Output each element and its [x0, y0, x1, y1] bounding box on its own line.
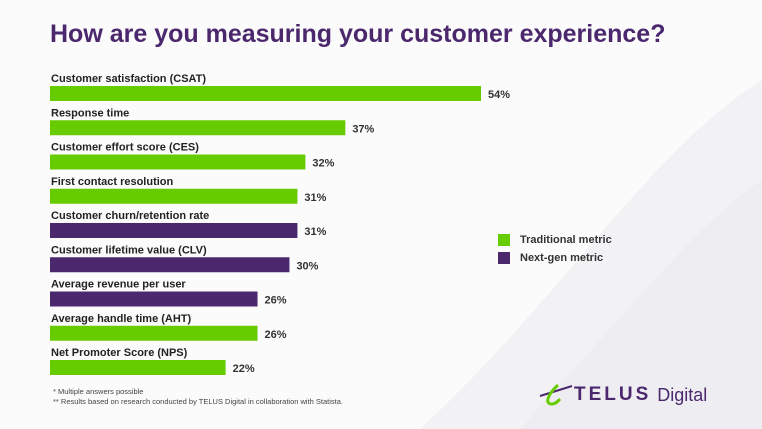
- bar: [50, 257, 290, 273]
- legend: Traditional metric Next-gen metric: [498, 231, 612, 267]
- footnote: * Multiple answers possible: [53, 387, 144, 396]
- telus-digital-logo: TELUS Digital: [538, 382, 707, 408]
- bar: [50, 120, 346, 136]
- legend-swatch: [498, 234, 510, 246]
- legend-item-nextgen: Next-gen metric: [498, 249, 612, 267]
- bar: [50, 325, 258, 341]
- value-label: 54%: [488, 89, 510, 101]
- logo-brand: TELUS: [574, 384, 652, 405]
- category-label: Customer satisfaction (CSAT): [51, 73, 206, 85]
- value-label: 30%: [296, 260, 318, 272]
- category-label: Average handle time (AHT): [51, 313, 192, 325]
- category-label: Net Promoter Score (NPS): [51, 347, 188, 359]
- legend-swatch: [498, 252, 510, 264]
- bar: [50, 223, 298, 238]
- bar: [50, 188, 298, 204]
- page-title: How are you measuring your customer expe…: [50, 20, 666, 48]
- category-label: First contact resolution: [51, 176, 174, 188]
- footnote: ** Results based on research conducted b…: [53, 397, 344, 406]
- value-label: 31%: [304, 226, 326, 238]
- category-label: Customer lifetime value (CLV): [51, 244, 207, 256]
- bar: [50, 86, 481, 101]
- value-label: 22%: [233, 363, 255, 375]
- logo-suffix: Digital: [657, 384, 708, 405]
- bar: [50, 154, 306, 170]
- footnotes: * Multiple answers possible ** Results b…: [53, 387, 343, 407]
- legend-label: Next-gen metric: [520, 252, 604, 264]
- value-label: 26%: [265, 329, 287, 341]
- telus-logo-icon: [539, 383, 573, 406]
- category-label: Response time: [51, 107, 129, 119]
- category-label: Average revenue per user: [51, 279, 186, 291]
- value-label: 26%: [265, 295, 287, 307]
- bar: [50, 360, 226, 375]
- category-label: Customer effort score (CES): [51, 142, 199, 154]
- bar: [50, 291, 258, 307]
- value-label: 32%: [312, 158, 334, 170]
- value-label: 31%: [304, 192, 326, 204]
- category-label: Customer churn/retention rate: [51, 210, 209, 222]
- legend-item-traditional: Traditional metric: [498, 231, 612, 249]
- legend-label: Traditional metric: [520, 234, 612, 246]
- value-label: 37%: [352, 123, 374, 135]
